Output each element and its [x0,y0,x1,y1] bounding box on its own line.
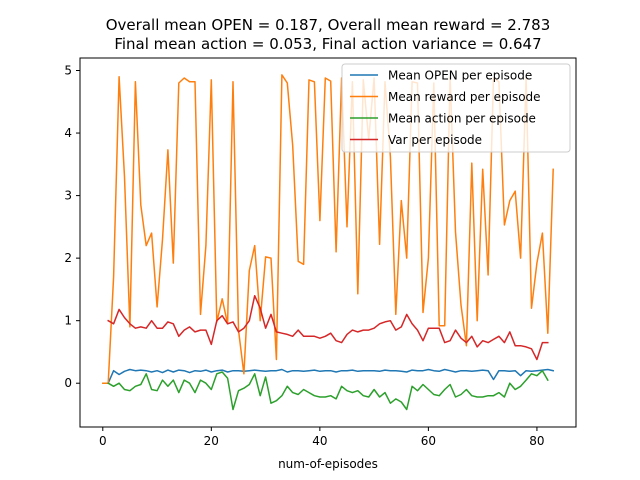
x-tick-label: 40 [312,434,327,448]
legend-label-3: Var per episode [388,133,482,147]
axes-ticks: 0 20 40 60 80 0 1 2 3 4 5 [64,64,544,448]
x-tick-label: 60 [421,434,436,448]
legend-label-0: Mean OPEN per episode [388,69,532,83]
y-tick-label: 5 [64,64,72,78]
y-tick-label: 1 [64,314,72,328]
legend-label-2: Mean action per episode [388,112,536,126]
chart-title-line-1: Overall mean OPEN = 0.187, Overall mean … [106,16,551,34]
y-tick-label: 2 [64,251,72,265]
plot-area [102,74,555,411]
y-tick-label: 0 [64,376,72,390]
y-tick-label: 3 [64,189,72,203]
x-tick-label: 20 [204,434,219,448]
x-axis-label: num-of-episodes [278,457,378,471]
series-line-2 [107,369,549,411]
legend-label-1: Mean reward per episode [388,90,541,104]
plot-frame [79,57,577,428]
legend: Mean OPEN per episode Mean reward per epi… [341,63,571,153]
x-tick-label: 0 [99,434,107,448]
y-tick-label: 4 [64,126,72,140]
series-line-1 [102,74,554,384]
x-tick-label: 80 [529,434,544,448]
legend-box [341,63,571,153]
series-line-0 [107,368,555,385]
series-line-3 [107,294,549,361]
chart-title-line-2: Final mean action = 0.053, Final action … [114,35,541,53]
